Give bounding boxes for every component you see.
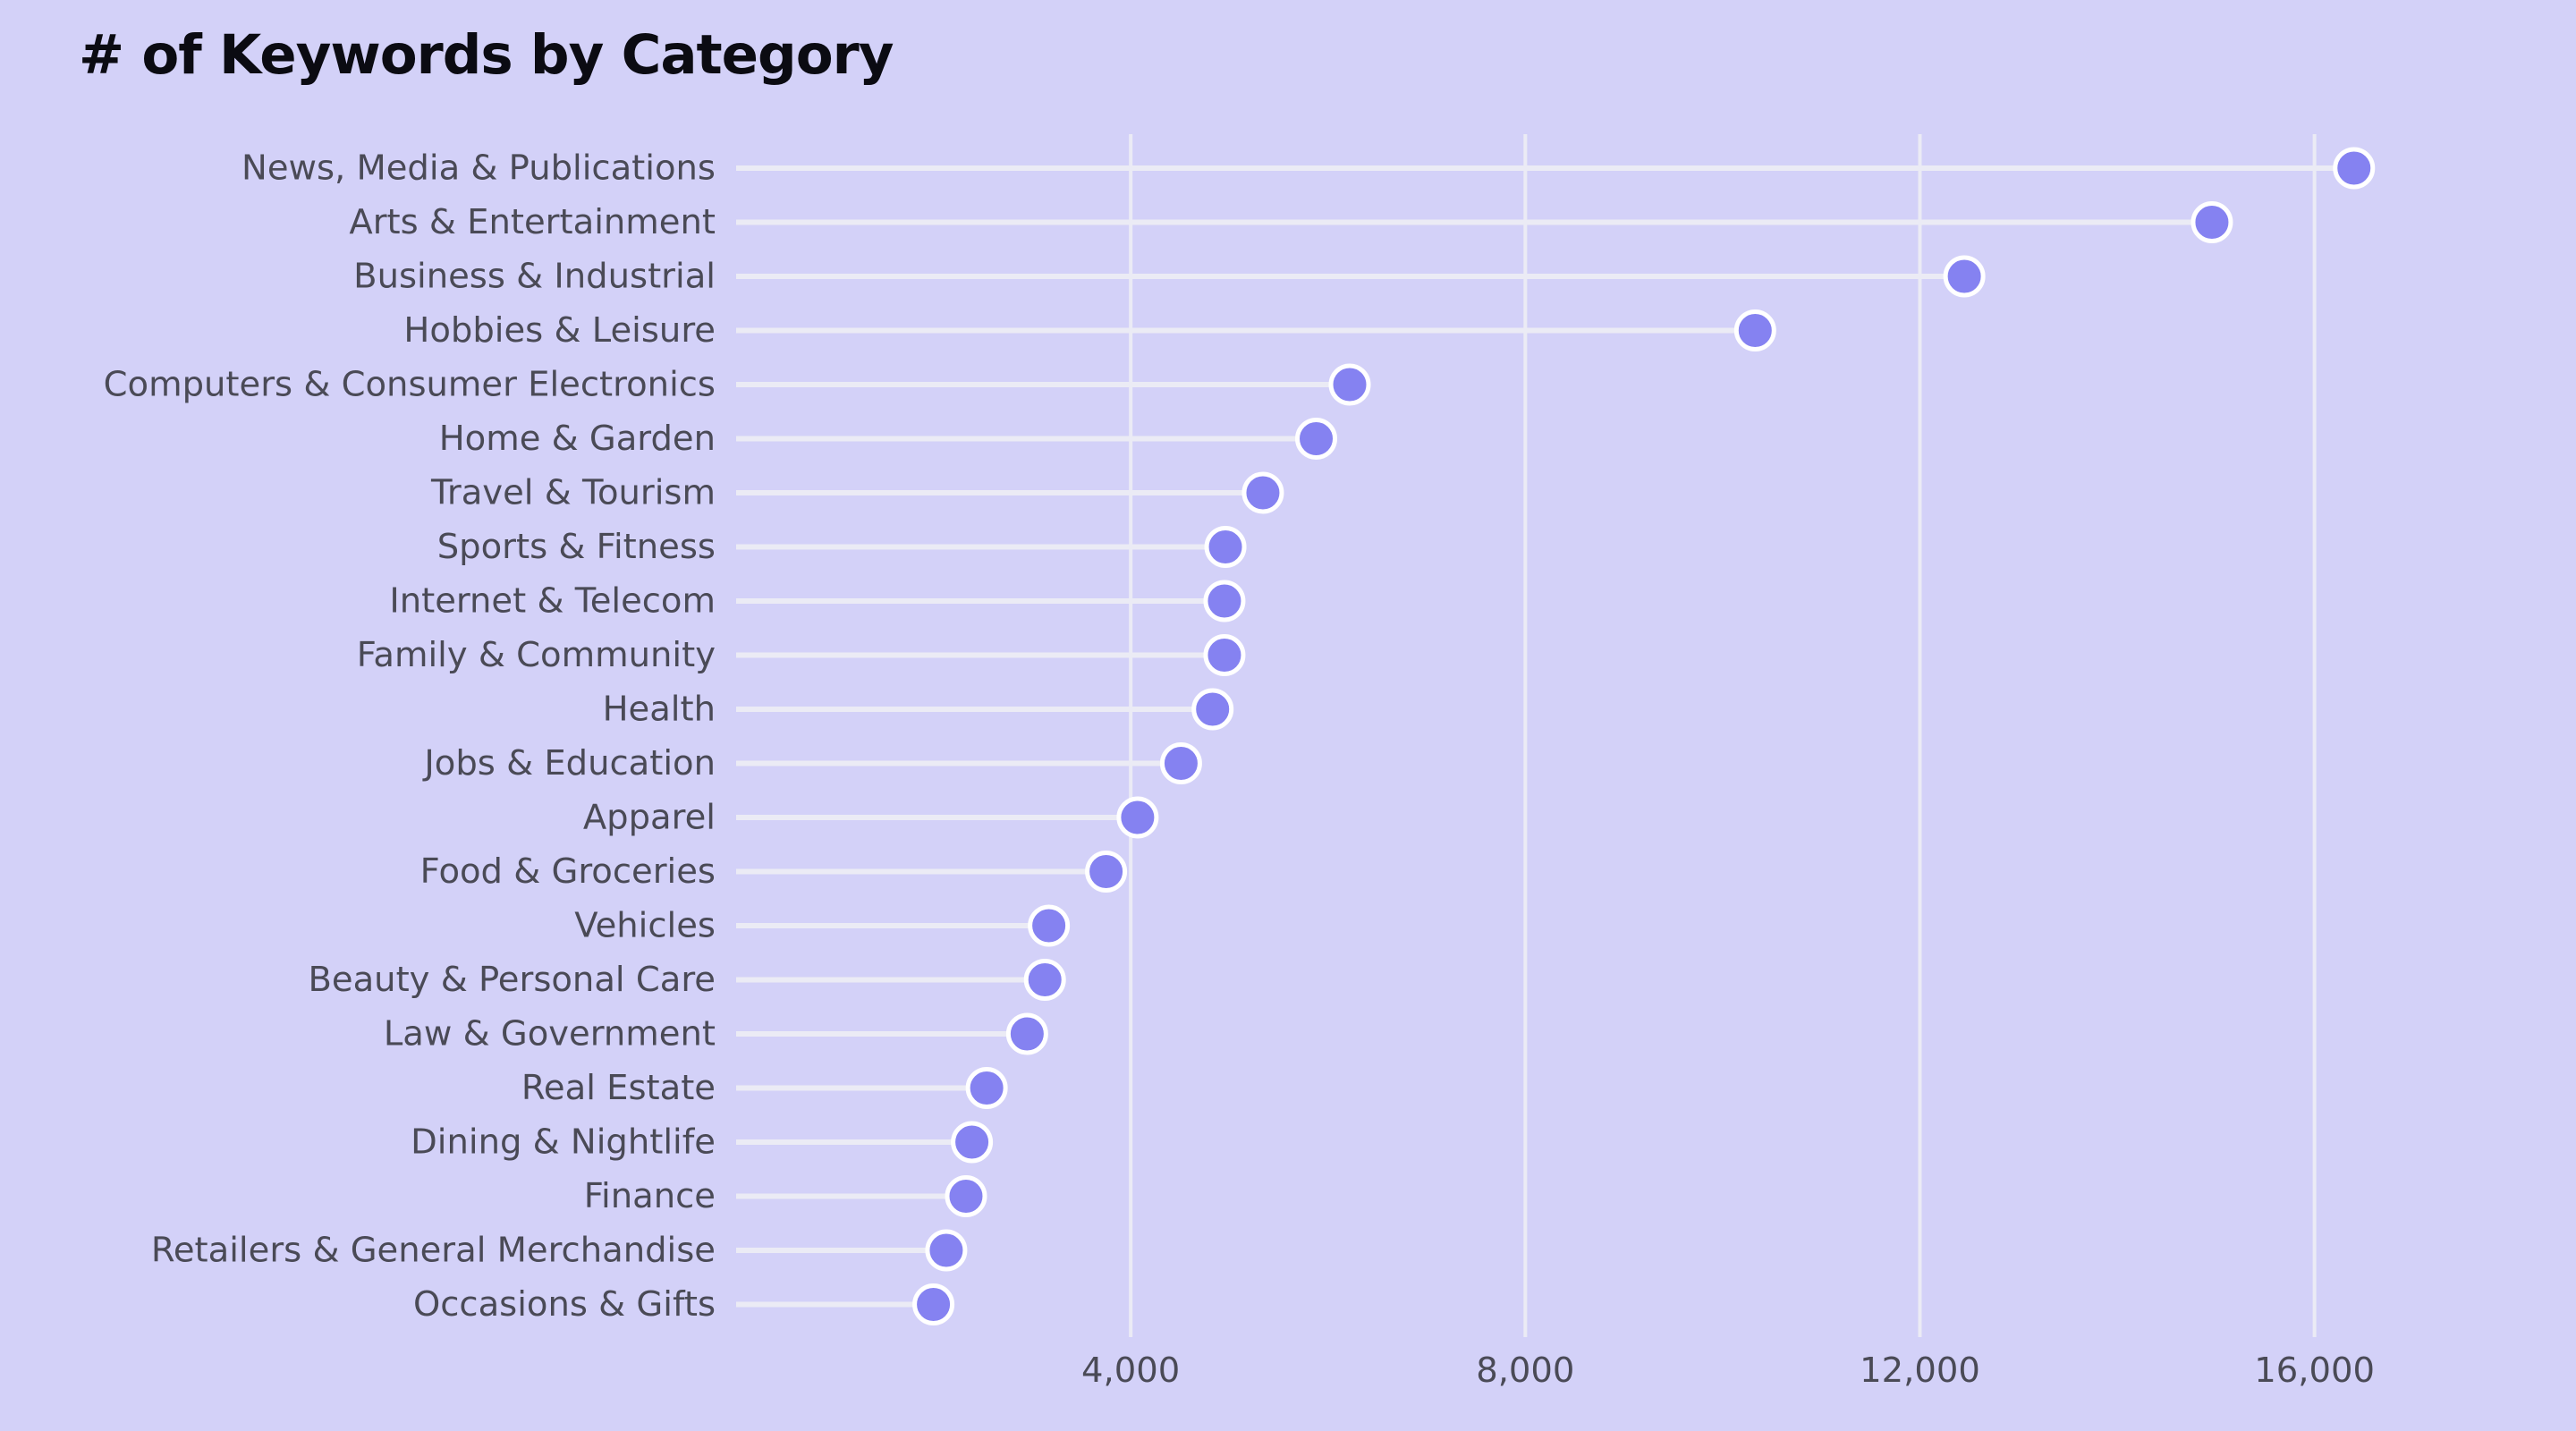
lollipop-dot — [1204, 526, 1247, 568]
lollipop-dot — [1085, 851, 1128, 893]
lollipop-dot — [2333, 147, 2376, 190]
category-label: Retailers & General Merchandise — [151, 1231, 716, 1271]
lollipop-dot — [1203, 634, 1246, 676]
category-label: Hobbies & Leisure — [403, 310, 716, 351]
category-label: Home & Garden — [439, 419, 716, 459]
x-tick-label: 4,000 — [1081, 1351, 1180, 1391]
category-label: Business & Industrial — [353, 257, 716, 297]
category-label: Family & Community — [357, 635, 716, 675]
category-label: Dining & Nightlife — [411, 1122, 716, 1163]
category-label: Food & Groceries — [420, 851, 716, 892]
category-label: News, Media & Publications — [242, 148, 716, 189]
lollipop-dot — [1191, 688, 1234, 731]
lollipop-dot — [1241, 471, 1284, 514]
category-label: Real Estate — [521, 1068, 716, 1108]
gridlines — [1129, 134, 2317, 1337]
x-tick-label: 8,000 — [1476, 1351, 1574, 1391]
category-label: Travel & Tourism — [430, 473, 716, 513]
lollipop-dot — [2190, 201, 2233, 243]
category-label: Vehicles — [574, 906, 716, 946]
lollipop-dot — [1159, 742, 1202, 784]
lollipop-dot — [951, 1121, 994, 1164]
category-label: Apparel — [583, 798, 716, 838]
category-label: Occasions & Gifts — [413, 1284, 716, 1325]
category-label: Internet & Telecom — [389, 581, 716, 622]
category-label: Law & Government — [384, 1014, 716, 1054]
category-label: Jobs & Education — [422, 743, 716, 783]
lollipop-dot — [1116, 796, 1159, 839]
category-label: Arts & Entertainment — [349, 202, 716, 242]
category-label: Beauty & Personal Care — [308, 960, 716, 1000]
x-axis-ticks: 4,000 8,000 12,000 16,000 — [1081, 1351, 2375, 1391]
lollipop-dot — [1028, 904, 1071, 947]
lollipop-dot — [912, 1283, 955, 1325]
dots — [912, 147, 2376, 1325]
stems — [736, 165, 2354, 1308]
lollipop-dot — [965, 1067, 1008, 1109]
category-label: Health — [603, 690, 716, 730]
chart-title: # of Keywords by Category — [79, 23, 894, 87]
category-label: Computers & Consumer Electronics — [104, 365, 716, 405]
lollipop-dot — [1328, 363, 1371, 406]
lollipop-dot — [1005, 1012, 1048, 1055]
lollipop-dot — [1733, 309, 1776, 351]
lollipop-dot — [945, 1175, 987, 1217]
lollipop-dot — [1295, 418, 1338, 460]
x-tick-label: 12,000 — [1860, 1351, 1980, 1391]
category-label: Sports & Fitness — [437, 527, 716, 567]
lollipop-dot — [925, 1229, 968, 1272]
lollipop-dot — [1203, 580, 1246, 622]
lollipop-dot — [1943, 255, 1986, 298]
x-tick-label: 16,000 — [2254, 1351, 2375, 1391]
category-labels: News, Media & Publications Arts & Enterta… — [104, 148, 716, 1325]
lollipop-dot — [1023, 959, 1066, 1001]
category-label: Finance — [584, 1176, 716, 1216]
